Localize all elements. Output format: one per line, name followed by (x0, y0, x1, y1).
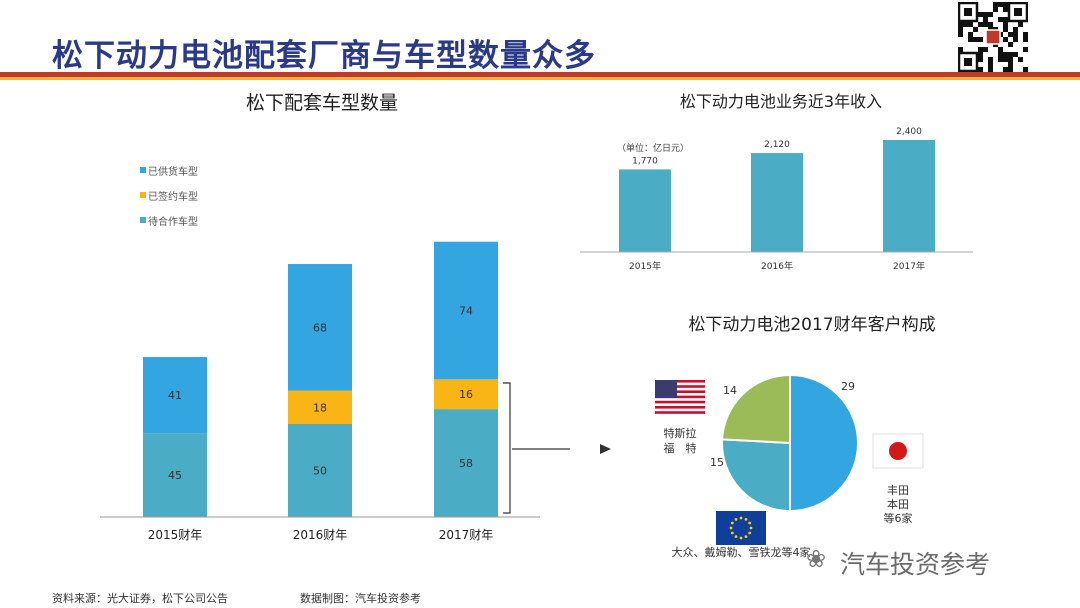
legend-swatch (140, 167, 146, 173)
legend-label: 已供货车型 (148, 165, 198, 178)
bar-segment (288, 424, 352, 517)
eu-star (730, 531, 734, 535)
eu-star (744, 535, 748, 539)
legend-label: 已签约车型 (148, 190, 198, 203)
footer-source: 资料来源：光大证券，松下公司公告 (52, 592, 228, 605)
eu-star (734, 535, 738, 539)
eu-star (748, 521, 752, 525)
data-label: 15 (710, 456, 724, 469)
legend-swatch (140, 192, 146, 198)
wechat-icon: ❀ (806, 545, 827, 573)
bar (751, 153, 803, 252)
eu-star (739, 516, 743, 520)
eu-star (729, 526, 733, 530)
eu-star (730, 521, 734, 525)
watermark: 汽车投资参考 (840, 550, 991, 579)
customer-label-japan: 本田 (887, 497, 909, 511)
bar-segment (288, 264, 352, 391)
eu-star (748, 531, 752, 535)
chart-title-customers: 松下动力电池2017财年客户构成 (688, 315, 935, 335)
eu-flag-icon (716, 511, 766, 545)
customer-pie-chart: 松下动力电池2017财年客户构成 29 15 14 特斯拉 福 特 丰田 本田 等6… (655, 315, 936, 559)
data-label: 1,770 (632, 156, 658, 166)
x-tick-label: 2016财年 (293, 528, 348, 542)
bracket (503, 382, 511, 514)
qr-code-icon (958, 2, 1028, 72)
bar-segment (434, 409, 498, 517)
x-tick-label: 2017年 (893, 260, 925, 272)
customer-label-eu: 大众、戴姆勒、雪铁龙等4家 (672, 545, 811, 559)
legend-label: 待合作车型 (148, 215, 198, 228)
x-tick-label: 2017财年 (439, 528, 494, 542)
eu-star (744, 517, 748, 521)
customer-label-us: 福 特 (664, 441, 697, 455)
data-label: 74 (459, 305, 473, 318)
unit-label: （单位：亿日元） (617, 142, 689, 154)
data-label: 58 (459, 457, 473, 470)
footer-credit: 数据制图：汽车投资参考 (300, 592, 421, 605)
pie-slice (789, 373, 859, 513)
bar-segment (143, 433, 207, 517)
bar-segment (288, 390, 352, 424)
x-tick-label: 2016年 (761, 260, 793, 272)
x-tick-label: 2015年 (629, 260, 661, 272)
data-label: 68 (313, 321, 327, 334)
bar-segment (143, 357, 207, 434)
chart-title-vehicle-count: 松下配套车型数量 (246, 92, 398, 114)
us-flag-icon (655, 380, 705, 414)
x-tick-label: 2015财年 (148, 528, 203, 542)
data-label: 14 (723, 384, 737, 397)
bar-segment (434, 379, 498, 410)
data-label: 50 (313, 465, 327, 478)
data-label: 45 (168, 469, 182, 482)
bar (619, 169, 671, 252)
eu-star (734, 517, 738, 521)
bar-segment (434, 241, 498, 380)
pie-slice (721, 438, 791, 513)
arrow-head-icon (600, 444, 611, 454)
chart-title-revenue: 松下动力电池业务近3年收入 (680, 92, 882, 111)
revenue-bar-chart: 松下动力电池业务近3年收入 （单位：亿日元） 1,770 2,120 2,400 2… (580, 92, 973, 272)
customer-label-japan: 丰田 (887, 484, 909, 497)
data-label: 41 (168, 389, 182, 402)
bar (883, 140, 935, 252)
eu-star (739, 536, 743, 540)
data-label: 18 (313, 401, 327, 414)
pie-slice (721, 373, 791, 445)
japan-flag-icon (872, 433, 924, 469)
data-label: 2,400 (896, 127, 922, 137)
data-label: 16 (459, 388, 473, 401)
data-label: 2,120 (764, 140, 790, 150)
customer-label-japan: 等6家 (884, 511, 913, 525)
customer-label-us: 特斯拉 (664, 426, 697, 440)
data-label: 29 (841, 380, 855, 393)
page-title: 松下动力电池配套厂商与车型数量众多 (52, 38, 596, 74)
title-underline (0, 72, 1080, 80)
eu-star (749, 526, 753, 530)
legend-swatch (140, 217, 146, 223)
